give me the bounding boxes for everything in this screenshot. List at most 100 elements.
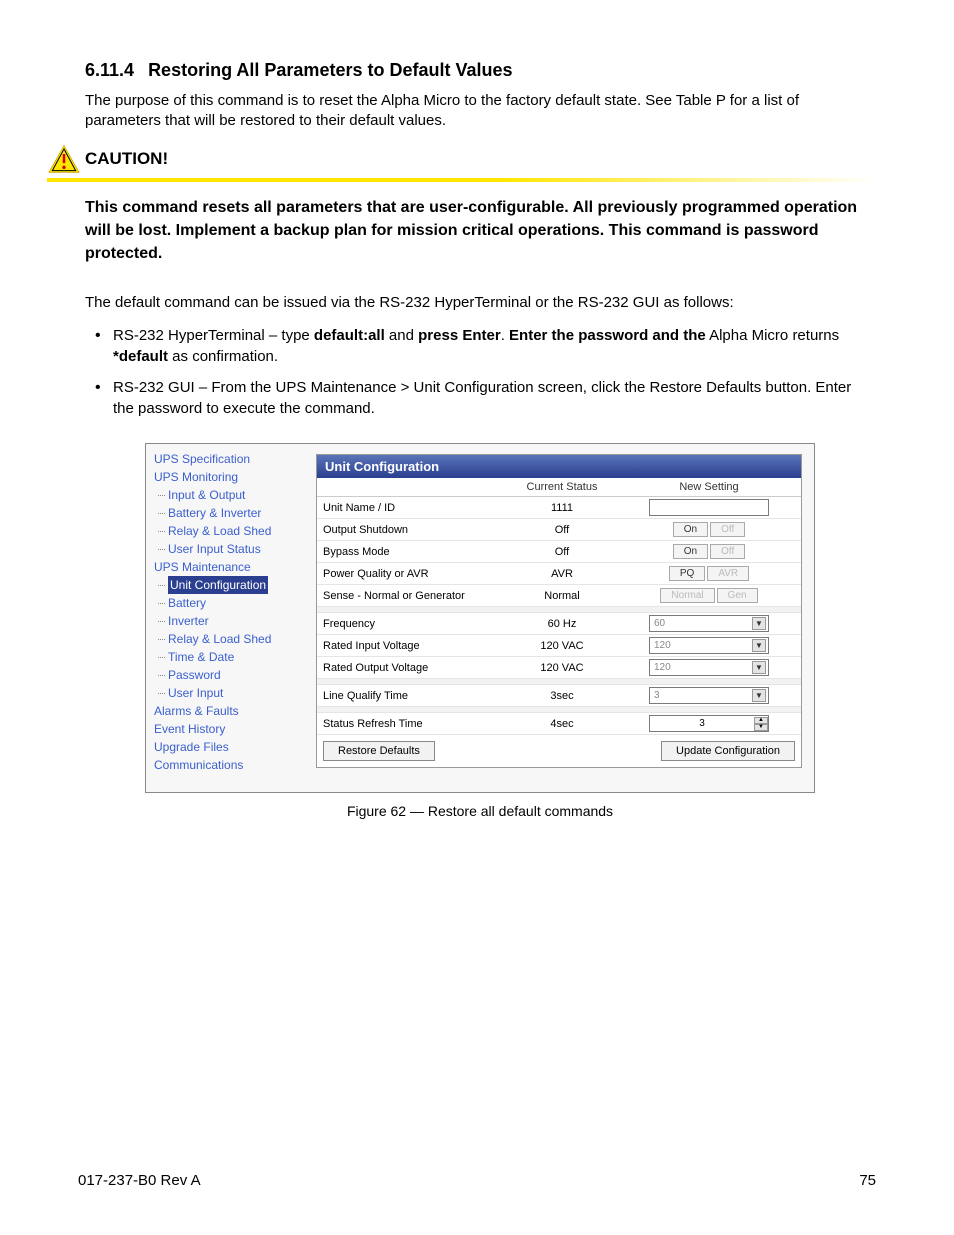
toggle-option[interactable]: On [673, 522, 708, 537]
row-label: Rated Input Voltage [317, 640, 507, 652]
row-label: Line Qualify Time [317, 690, 507, 702]
row-status: 60 Hz [507, 618, 617, 630]
row-label: Bypass Mode [317, 546, 507, 558]
header-status: Current Status [507, 478, 617, 496]
section-title: Restoring All Parameters to Default Valu… [148, 60, 512, 80]
tree-item[interactable]: Battery [154, 594, 312, 612]
row-new: 3▼ [617, 687, 801, 704]
row-new: NormalGen [617, 588, 801, 603]
text-input[interactable] [649, 499, 769, 516]
row-status: 3sec [507, 690, 617, 702]
row-status: AVR [507, 568, 617, 580]
restore-defaults-button[interactable]: Restore Defaults [323, 741, 435, 761]
row-new: 120▼ [617, 659, 801, 676]
row-new: OnOff [617, 544, 801, 559]
toggle-option[interactable]: Gen [717, 588, 758, 603]
tree-item[interactable]: Battery & Inverter [154, 504, 312, 522]
spin-up-icon[interactable]: ▲ [754, 717, 768, 724]
row-label: Power Quality or AVR [317, 568, 507, 580]
caution-body: This command resets all parameters that … [85, 196, 876, 266]
tree-item[interactable]: Password [154, 666, 312, 684]
row-new [617, 499, 801, 516]
tree-item[interactable]: Communications [154, 756, 312, 774]
lead-paragraph: The default command can be issued via th… [85, 293, 876, 313]
tree-item[interactable]: User Input Status [154, 540, 312, 558]
section-heading: 6.11.4 Restoring All Parameters to Defaul… [85, 60, 876, 81]
config-row: Bypass ModeOffOnOff [317, 541, 801, 563]
tree-item[interactable]: Upgrade Files [154, 738, 312, 756]
config-row: Output ShutdownOffOnOff [317, 519, 801, 541]
list-item: RS-232 HyperTerminal – type default:all … [113, 325, 876, 367]
row-label: Status Refresh Time [317, 718, 507, 730]
config-row: Line Qualify Time3sec 3▼ [317, 685, 801, 707]
row-new: PQAVR [617, 566, 801, 581]
chevron-down-icon: ▼ [752, 661, 766, 674]
chevron-down-icon: ▼ [752, 639, 766, 652]
toggle-option[interactable]: Off [710, 544, 745, 559]
tree-item-spec[interactable]: UPS Specification [154, 450, 312, 468]
toggle-option[interactable]: On [673, 544, 708, 559]
figure: UPS Specification UPS Monitoring Input &… [145, 443, 876, 819]
list-item: RS-232 GUI – From the UPS Maintenance > … [113, 377, 876, 419]
row-status: 120 VAC [507, 640, 617, 652]
instruction-list: RS-232 HyperTerminal – type default:all … [85, 325, 876, 419]
row-status: Normal [507, 590, 617, 602]
row-new: OnOff [617, 522, 801, 537]
warning-triangle-icon [47, 144, 81, 174]
config-row: Rated Output Voltage120 VAC120▼ [317, 657, 801, 679]
tree-item[interactable]: Time & Date [154, 648, 312, 666]
spinner[interactable]: 3▲▼ [649, 715, 769, 732]
intro-paragraph: The purpose of this command is to reset … [85, 91, 876, 132]
spin-down-icon[interactable]: ▼ [754, 724, 768, 731]
config-row: Power Quality or AVRAVRPQAVR [317, 563, 801, 585]
chevron-down-icon: ▼ [752, 617, 766, 630]
config-row: Status Refresh Time4sec 3▲▼ [317, 713, 801, 735]
column-headers: Current Status New Setting [317, 478, 801, 497]
section-number: 6.11.4 [85, 60, 134, 80]
chevron-down-icon: ▼ [752, 689, 766, 702]
row-new: 3▲▼ [617, 715, 801, 732]
tree-item-selected[interactable]: Unit Configuration [154, 576, 312, 594]
config-panel: Unit Configuration Current Status New Se… [316, 444, 814, 792]
header-new: New Setting [617, 478, 801, 496]
row-status: 1111 [507, 502, 617, 514]
dropdown[interactable]: 120▼ [649, 637, 769, 654]
row-status: 4sec [507, 718, 617, 730]
tree-item[interactable]: Input & Output [154, 486, 312, 504]
row-status: 120 VAC [507, 662, 617, 674]
caution-label: CAUTION! [85, 149, 168, 169]
page-number: 75 [859, 1172, 876, 1189]
panel-title: Unit Configuration [317, 455, 801, 478]
nav-tree: UPS Specification UPS Monitoring Input &… [146, 444, 316, 792]
tree-item[interactable]: User Input [154, 684, 312, 702]
tree-item[interactable]: Relay & Load Shed [154, 522, 312, 540]
caution-bar [47, 178, 876, 182]
dropdown[interactable]: 60▼ [649, 615, 769, 632]
toggle-option[interactable]: Normal [660, 588, 714, 603]
figure-caption: Figure 62 — Restore all default commands [145, 803, 815, 819]
tree-item-monitoring[interactable]: UPS Monitoring [154, 468, 312, 486]
toggle-option[interactable]: PQ [669, 566, 705, 581]
row-label: Unit Name / ID [317, 502, 507, 514]
config-row: Frequency60 Hz 60▼ [317, 613, 801, 635]
tree-item[interactable]: Inverter [154, 612, 312, 630]
tree-item[interactable]: Relay & Load Shed [154, 630, 312, 648]
toggle-option[interactable]: AVR [707, 566, 749, 581]
config-row: Unit Name / ID1111 [317, 497, 801, 519]
config-row: Sense - Normal or GeneratorNormalNormalG… [317, 585, 801, 607]
tree-item-maintenance[interactable]: UPS Maintenance [154, 558, 312, 576]
page-footer: 017-237-B0 Rev A 75 [78, 1172, 876, 1189]
config-row: Rated Input Voltage120 VAC 120▼ [317, 635, 801, 657]
row-new: 60▼ [617, 615, 801, 632]
row-new: 120▼ [617, 637, 801, 654]
row-status: Off [507, 546, 617, 558]
row-label: Frequency [317, 618, 507, 630]
row-label: Sense - Normal or Generator [317, 590, 507, 602]
tree-item[interactable]: Alarms & Faults [154, 702, 312, 720]
toggle-option[interactable]: Off [710, 522, 745, 537]
gui-screenshot: UPS Specification UPS Monitoring Input &… [145, 443, 815, 793]
dropdown[interactable]: 3▼ [649, 687, 769, 704]
dropdown[interactable]: 120▼ [649, 659, 769, 676]
update-configuration-button[interactable]: Update Configuration [661, 741, 795, 761]
tree-item[interactable]: Event History [154, 720, 312, 738]
